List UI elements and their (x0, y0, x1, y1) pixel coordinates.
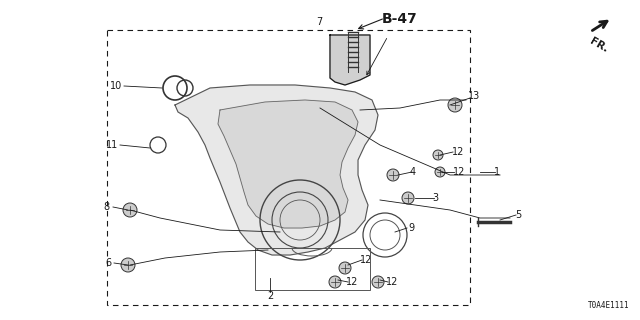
Text: 12: 12 (360, 255, 372, 265)
Circle shape (121, 258, 135, 272)
Circle shape (448, 98, 462, 112)
Circle shape (372, 276, 384, 288)
Text: 5: 5 (515, 210, 521, 220)
Text: FR.: FR. (588, 36, 610, 54)
Polygon shape (218, 100, 358, 228)
Text: 3: 3 (432, 193, 438, 203)
Text: 6: 6 (106, 258, 112, 268)
Circle shape (435, 167, 445, 177)
Text: 13: 13 (468, 91, 480, 101)
Circle shape (387, 169, 399, 181)
Text: B-47: B-47 (382, 12, 418, 26)
Text: 7: 7 (316, 17, 322, 27)
Text: 4: 4 (410, 167, 416, 177)
Circle shape (433, 150, 443, 160)
Text: 12: 12 (453, 167, 465, 177)
Text: T0A4E1111: T0A4E1111 (588, 301, 630, 310)
Text: 1: 1 (494, 167, 500, 177)
Circle shape (329, 276, 341, 288)
Text: 2: 2 (267, 291, 273, 301)
Circle shape (123, 203, 137, 217)
Circle shape (402, 192, 414, 204)
Text: 9: 9 (408, 223, 414, 233)
Polygon shape (330, 35, 370, 85)
Text: 11: 11 (106, 140, 118, 150)
Text: 12: 12 (386, 277, 398, 287)
Text: 12: 12 (452, 147, 465, 157)
Circle shape (339, 262, 351, 274)
Polygon shape (175, 85, 378, 255)
Bar (255, 248, 370, 290)
Text: 10: 10 (109, 81, 122, 91)
Text: 12: 12 (346, 277, 358, 287)
Text: 8: 8 (104, 202, 110, 212)
Bar (107, 30, 470, 305)
